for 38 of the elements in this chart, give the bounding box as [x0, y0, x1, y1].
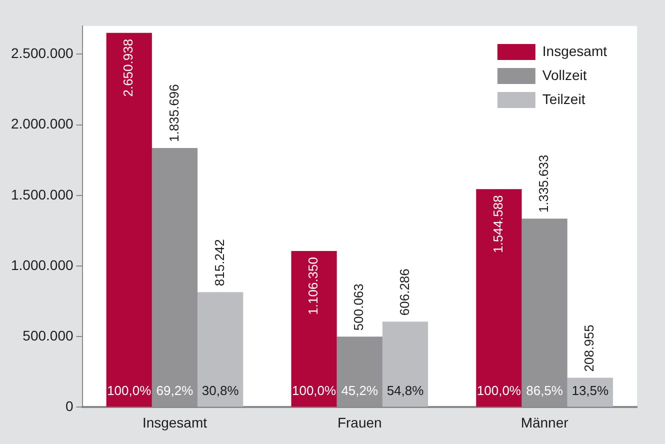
- bar: [382, 322, 428, 407]
- data-label: 208.955: [582, 324, 597, 372]
- bar: [198, 292, 244, 407]
- data-label: 815.242: [212, 239, 227, 286]
- legend-label: Teilzeit: [542, 90, 586, 107]
- annotation: 54,8%: [386, 382, 424, 398]
- legend-label: Insgesamt: [542, 42, 608, 59]
- bar: [152, 148, 198, 407]
- bar: [476, 189, 522, 407]
- y-tick-label: 1.000.000: [10, 256, 74, 273]
- x-tick-label: Frauen: [337, 414, 382, 430]
- legend-label: Vollzeit: [542, 66, 587, 83]
- bar: [522, 218, 568, 407]
- annotation: 69,2%: [156, 382, 194, 398]
- bar: [336, 336, 382, 407]
- data-label: 1.106.350: [306, 257, 321, 315]
- y-tick-label: 2.000.000: [10, 116, 74, 132]
- data-label: 1.835.696: [166, 84, 182, 142]
- annotation: 100,0%: [292, 382, 337, 398]
- data-label: 606.286: [396, 268, 412, 316]
- y-tick-label: 0: [65, 398, 74, 414]
- data-label: 1.544.588: [490, 195, 506, 253]
- y-tick-label: 2.500.000: [10, 45, 74, 62]
- y-tick-label: 500.000: [22, 327, 74, 344]
- annotation: 45,2%: [341, 382, 379, 398]
- annotation: 13,5%: [572, 382, 610, 398]
- data-label: 2.650.938: [120, 38, 136, 97]
- data-label: 1.335.633: [536, 154, 552, 213]
- data-label: 500.063: [351, 284, 366, 331]
- x-tick-label: Insgesamt: [142, 414, 208, 430]
- annotation: 100,0%: [107, 382, 152, 398]
- annotation: 100,0%: [476, 382, 522, 398]
- annotation: 86,5%: [526, 382, 564, 398]
- annotation: 30,8%: [202, 382, 240, 398]
- bar: [106, 32, 152, 407]
- bar: [291, 251, 337, 407]
- x-tick-label: Männer: [520, 414, 569, 430]
- y-tick-label: 1.500.000: [10, 186, 74, 202]
